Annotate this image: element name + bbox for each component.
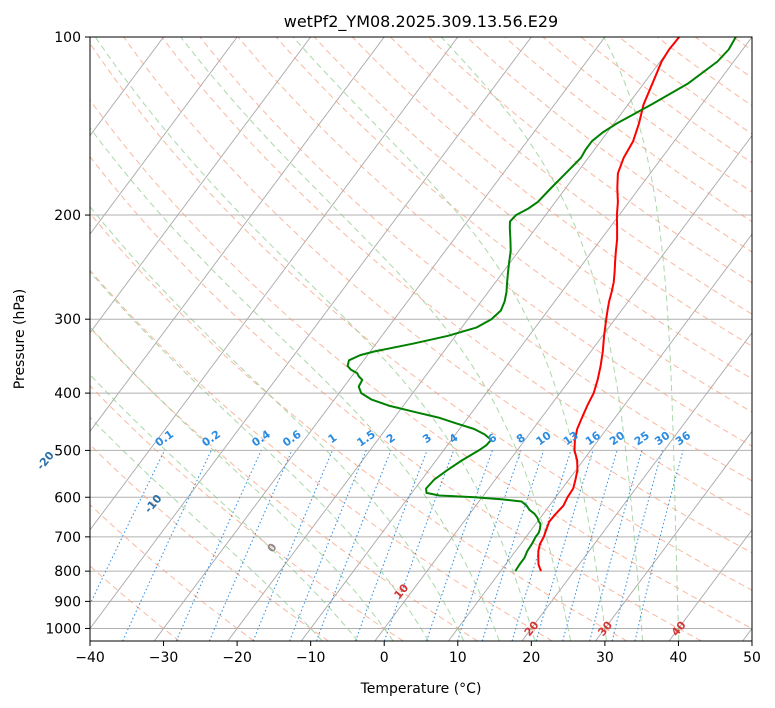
- y-tick-label: 300: [54, 312, 81, 328]
- dry-adiabat-line: [90, 155, 702, 641]
- moist-adiabat-line: [440, 37, 644, 641]
- mixing-ratio-line: [611, 450, 663, 641]
- dry-adiabat-line: [90, 42, 752, 591]
- moist-adiabat-line: [90, 126, 500, 641]
- dry-adiabat-line: [428, 37, 752, 284]
- isotherm-line: [595, 430, 752, 641]
- dry-adiabat-line: [275, 37, 752, 413]
- x-tick-label: 10: [449, 650, 467, 666]
- dry-adiabat-line: [90, 326, 478, 641]
- mixing-ratio-line: [535, 450, 594, 641]
- mixing-ratio-line: [355, 450, 428, 641]
- dry-adiabat-line: [199, 37, 752, 482]
- y-tick-label: 700: [54, 530, 81, 546]
- isotherm-line: [374, 134, 752, 641]
- dry-adiabat-line: [352, 37, 752, 347]
- y-tick-label: 100: [54, 30, 81, 46]
- mixing-ratio-line: [383, 450, 455, 641]
- y-tick-label: 200: [54, 208, 81, 224]
- dewpoint-profile-line: [346, 37, 737, 572]
- isotherm-line: [668, 529, 752, 641]
- x-tick-label: −30: [149, 650, 179, 666]
- dry-adiabat-line: [90, 504, 255, 641]
- isotherm-line: [90, 37, 385, 433]
- dry-adiabat-line: [90, 99, 752, 630]
- dry-adiabat-line: [161, 37, 752, 518]
- mixing-ratio-line: [562, 450, 618, 641]
- moist-adiabat-line: [292, 37, 608, 641]
- profile-lines: [346, 37, 737, 572]
- x-tick-label: −40: [75, 650, 105, 666]
- y-tick-label: 1000: [45, 621, 81, 637]
- x-tick-label: 40: [670, 650, 688, 666]
- mixing-ratio-line: [589, 450, 643, 641]
- dry-adiabat-line: [390, 37, 752, 315]
- isotherm-line: [521, 331, 752, 641]
- isotherm-line: [448, 233, 752, 641]
- dry-adiabat-line: [90, 269, 553, 641]
- moist-adiabat-line: [180, 37, 572, 641]
- y-axis-title: Pressure (hPa): [12, 289, 28, 389]
- dry-adiabat-line: [90, 212, 628, 641]
- y-axis: 100 200 300 400 500 600 700 800 900 1000: [45, 30, 90, 637]
- isotherm-line: [90, 37, 312, 334]
- plot-frame: [89, 36, 753, 642]
- mixing-ratio-line: [426, 450, 493, 641]
- x-tick-label: 30: [596, 650, 614, 666]
- chart-title: wetPf2_YM08.2025.309.13.56.E29: [284, 12, 558, 32]
- isotherm-line: [153, 37, 606, 641]
- y-tick-label: 400: [54, 386, 81, 402]
- mixing-ratio-line: [208, 450, 293, 641]
- isotherm-line: [90, 37, 459, 531]
- x-tick-label: 0: [380, 650, 389, 666]
- isotherm-line: [90, 37, 532, 630]
- mixing-ratio-line: [511, 450, 572, 641]
- x-axis: −40 −30 −20 −10 0 10 20 30 40 50: [75, 641, 761, 666]
- y-tick-label: 800: [54, 564, 81, 580]
- moist-adiabat-line: [90, 373, 359, 641]
- y-tick-label: 900: [54, 594, 81, 610]
- moist-adiabat-line: [94, 37, 536, 641]
- mixing-ratio-line: [315, 450, 392, 641]
- mixing-ratio-line: [252, 450, 333, 641]
- dry-adiabat-line: [237, 37, 752, 447]
- x-tick-label: −20: [222, 650, 252, 666]
- x-tick-label: 20: [522, 650, 540, 666]
- mixing-ratio-line: [175, 450, 262, 641]
- isotherm-line: [227, 37, 679, 641]
- x-tick-label: −10: [296, 650, 326, 666]
- dry-adiabat-line: [123, 37, 752, 554]
- moist-adiabat-line: [90, 326, 394, 641]
- mixing-ratio-line: [481, 450, 545, 641]
- isotherm-line: [90, 37, 238, 235]
- mixing-ratio-line: [634, 450, 684, 641]
- x-tick-label: 50: [743, 650, 761, 666]
- mixing-ratio-line: [457, 450, 522, 641]
- moist-adiabat-line: [90, 205, 465, 641]
- y-tick-label: 500: [54, 443, 81, 459]
- isotherm-line: [300, 37, 752, 641]
- temperature-profile-line: [537, 37, 680, 572]
- moist-adiabat-line: [90, 416, 323, 641]
- y-tick-label: 600: [54, 490, 81, 506]
- mixing-ratio-line: [289, 450, 367, 641]
- moist-adiabat-line: [603, 37, 680, 641]
- background-lines: [90, 37, 752, 641]
- dry-adiabat-line: [466, 37, 752, 253]
- x-axis-title: Temperature (°C): [360, 681, 482, 697]
